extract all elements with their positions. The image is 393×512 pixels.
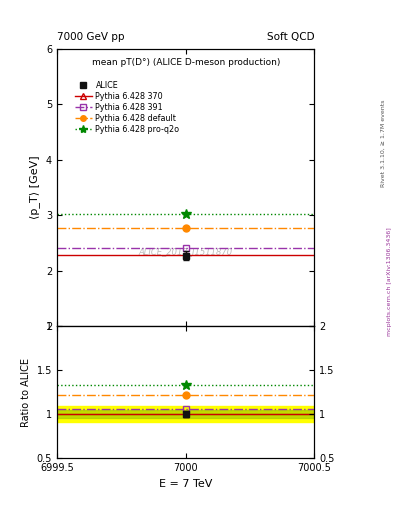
Bar <box>57 407 314 422</box>
Text: ALICE_2017_I1511870: ALICE_2017_I1511870 <box>139 247 233 255</box>
X-axis label: E = 7 TeV: E = 7 TeV <box>159 479 212 488</box>
Y-axis label: Ratio to ALICE: Ratio to ALICE <box>21 358 31 426</box>
Text: 7000 GeV pp: 7000 GeV pp <box>57 32 125 42</box>
Y-axis label: ⟨p_T⟩ [GeV]: ⟨p_T⟩ [GeV] <box>29 156 40 219</box>
Text: Soft QCD: Soft QCD <box>267 32 314 42</box>
Text: mean pT(D°) (ALICE D-meson production): mean pT(D°) (ALICE D-meson production) <box>92 58 280 68</box>
Text: mcplots.cern.ch [arXiv:1306.3436]: mcplots.cern.ch [arXiv:1306.3436] <box>387 227 392 336</box>
Text: Rivet 3.1.10, ≥ 1.7M events: Rivet 3.1.10, ≥ 1.7M events <box>381 100 386 187</box>
Legend: ALICE, Pythia 6.428 370, Pythia 6.428 391, Pythia 6.428 default, Pythia 6.428 pr: ALICE, Pythia 6.428 370, Pythia 6.428 39… <box>71 78 183 137</box>
Bar <box>57 411 314 418</box>
